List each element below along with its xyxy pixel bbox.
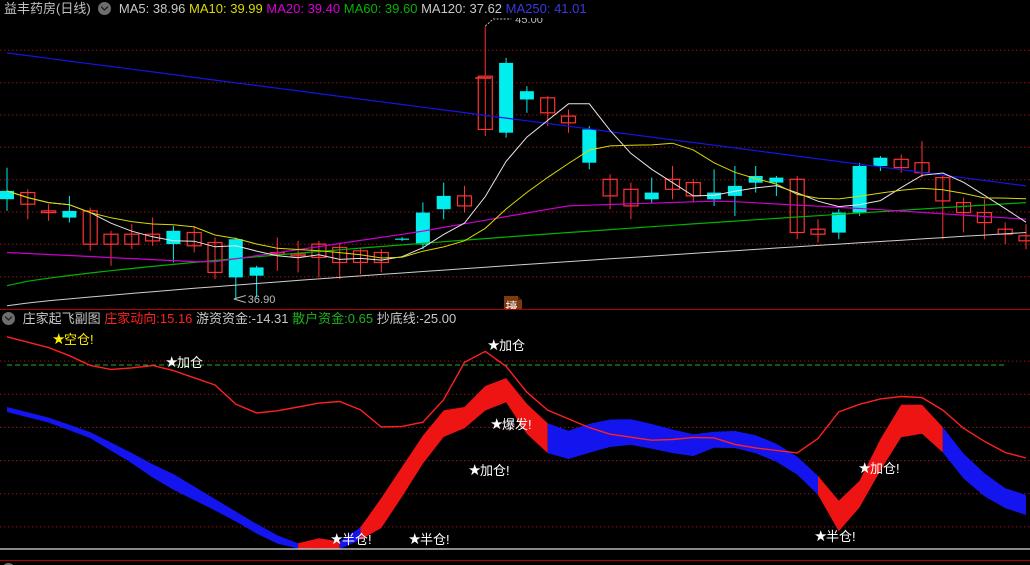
svg-text:擡: 擡 bbox=[506, 299, 518, 309]
svg-text:36.90: 36.90 bbox=[248, 294, 276, 306]
svg-text:加仓: 加仓 bbox=[177, 355, 203, 370]
svg-text:半仓!: 半仓! bbox=[342, 532, 372, 547]
svg-text:空仓!: 空仓! bbox=[64, 332, 94, 347]
svg-text:半仓!: 半仓! bbox=[826, 529, 856, 544]
svg-text:45.00: 45.00 bbox=[515, 18, 543, 26]
svg-text:加仓!: 加仓! bbox=[480, 463, 510, 478]
svg-text:半仓!: 半仓! bbox=[420, 532, 450, 547]
svg-text:爆发!: 爆发! bbox=[502, 417, 532, 432]
svg-text:加仓!: 加仓! bbox=[870, 461, 900, 476]
svg-text:加仓: 加仓 bbox=[499, 338, 525, 353]
